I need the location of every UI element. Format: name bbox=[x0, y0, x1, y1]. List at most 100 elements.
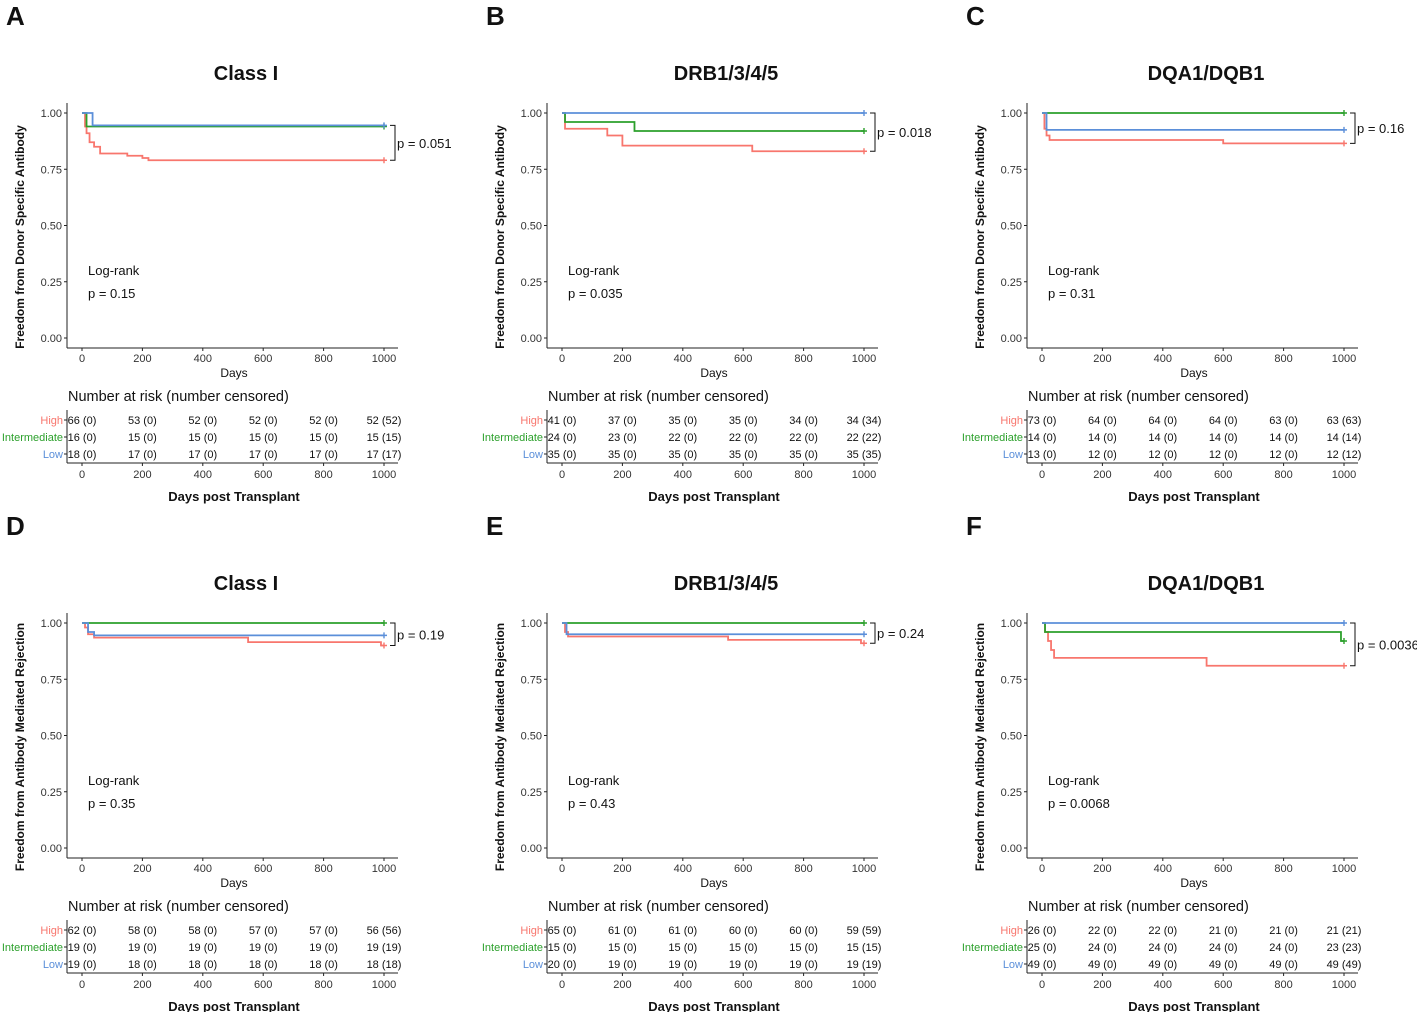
risk-cell: 64 (0) bbox=[1148, 415, 1177, 427]
x-tick-label: 800 bbox=[1274, 863, 1292, 875]
risk-cell: 56 (56) bbox=[367, 925, 402, 937]
km-curve-high bbox=[562, 112, 864, 153]
km-curve-low bbox=[562, 622, 864, 636]
risk-cell: 35 (0) bbox=[789, 449, 818, 461]
x-axis-label: Days bbox=[1180, 366, 1207, 380]
pairwise-bracket bbox=[390, 124, 396, 161]
pairwise-bracket bbox=[1350, 112, 1356, 144]
y-tick-label: 0.25 bbox=[521, 787, 542, 799]
y-axis-label: Freedom from Donor Specific Antibody bbox=[493, 125, 507, 349]
km-panel-e: E DRB1/3/4/5 Freedom from Antibody Mediate… bbox=[480, 510, 950, 1012]
km-curve-high bbox=[1042, 112, 1344, 145]
pairwise-bracket bbox=[870, 112, 876, 152]
risk-cell: 49 (0) bbox=[1269, 959, 1298, 971]
censor-mark-high bbox=[861, 148, 867, 155]
risk-cell: 25 (0) bbox=[1028, 942, 1057, 954]
x-tick-label: 0 bbox=[79, 353, 85, 365]
risk-x-tick-label: 0 bbox=[1039, 469, 1045, 481]
risk-table-xlabel: Days post Transplant bbox=[1128, 999, 1260, 1012]
risk-cell: 19 (0) bbox=[128, 942, 157, 954]
risk-cell: 22 (0) bbox=[668, 432, 697, 444]
x-tick-label: 800 bbox=[794, 353, 812, 365]
risk-x-tick-label: 800 bbox=[794, 979, 812, 991]
x-tick-label: 200 bbox=[1093, 863, 1111, 875]
y-tick-label: 0.00 bbox=[41, 333, 62, 345]
plot-title: Class I bbox=[214, 63, 278, 85]
censor-mark-intermediate bbox=[861, 128, 867, 134]
risk-cell: 19 (0) bbox=[729, 959, 758, 971]
y-tick-label: 0.50 bbox=[521, 221, 542, 233]
censor-mark-high bbox=[1341, 662, 1347, 669]
risk-cell: 12 (0) bbox=[1088, 449, 1117, 461]
y-tick-label: 0.25 bbox=[41, 277, 62, 289]
y-tick-label: 0.75 bbox=[521, 164, 542, 176]
risk-cell: 49 (0) bbox=[1209, 959, 1238, 971]
censor-mark-high bbox=[1341, 140, 1347, 147]
x-tick-label: 400 bbox=[194, 353, 212, 365]
panel-letter: C bbox=[966, 1, 985, 31]
x-tick-label: 800 bbox=[1274, 353, 1292, 365]
risk-x-tick-label: 600 bbox=[734, 469, 752, 481]
x-tick-label: 1000 bbox=[372, 353, 396, 365]
y-tick-label: 0.00 bbox=[41, 843, 62, 855]
x-tick-label: 200 bbox=[1093, 353, 1111, 365]
risk-cell: 15 (15) bbox=[847, 942, 882, 954]
censor-mark-low bbox=[861, 631, 867, 638]
risk-group-label-high: High bbox=[520, 415, 543, 427]
risk-cell: 12 (0) bbox=[1209, 449, 1238, 461]
risk-cell: 22 (22) bbox=[847, 432, 882, 444]
risk-x-tick-label: 400 bbox=[674, 979, 692, 991]
y-tick-label: 0.75 bbox=[521, 674, 542, 686]
risk-cell: 35 (0) bbox=[548, 449, 577, 461]
risk-cell: 41 (0) bbox=[548, 415, 577, 427]
risk-cell: 19 (0) bbox=[789, 959, 818, 971]
risk-x-tick-label: 400 bbox=[194, 469, 212, 481]
km-curve-high bbox=[562, 622, 864, 645]
risk-cell: 61 (0) bbox=[608, 925, 637, 937]
risk-x-tick-label: 200 bbox=[613, 979, 631, 991]
risk-cell: 15 (0) bbox=[249, 432, 278, 444]
risk-x-tick-label: 1000 bbox=[1332, 979, 1356, 991]
risk-cell: 15 (0) bbox=[608, 942, 637, 954]
x-axis-label: Days bbox=[220, 876, 247, 890]
plot-title: DRB1/3/4/5 bbox=[674, 63, 779, 85]
x-tick-label: 200 bbox=[613, 863, 631, 875]
risk-cell: 62 (0) bbox=[68, 925, 97, 937]
risk-cell: 23 (0) bbox=[608, 432, 637, 444]
censor-mark-high bbox=[381, 642, 387, 649]
km-panel-b: B DRB1/3/4/5 Freedom from Donor Specific A… bbox=[480, 0, 950, 504]
risk-cell: 19 (0) bbox=[608, 959, 637, 971]
risk-x-tick-label: 1000 bbox=[852, 979, 876, 991]
logrank-label: Log-rank bbox=[88, 263, 140, 278]
x-tick-label: 600 bbox=[254, 353, 272, 365]
y-tick-label: 0.50 bbox=[41, 221, 62, 233]
risk-cell: 35 (35) bbox=[847, 449, 882, 461]
y-tick-label: 1.00 bbox=[1001, 108, 1022, 120]
plot-title: Class I bbox=[214, 573, 278, 595]
risk-cell: 21 (0) bbox=[1269, 925, 1298, 937]
panel-letter: F bbox=[966, 511, 982, 541]
risk-cell: 34 (0) bbox=[789, 415, 818, 427]
km-panel-f: F DQA1/DQB1 Freedom from Antibody Mediated… bbox=[960, 510, 1417, 1012]
risk-group-label-low: Low bbox=[43, 959, 63, 971]
risk-cell: 35 (0) bbox=[729, 415, 758, 427]
risk-cell: 17 (0) bbox=[249, 449, 278, 461]
risk-x-tick-label: 0 bbox=[559, 979, 565, 991]
censor-mark-low bbox=[381, 632, 387, 639]
risk-cell: 15 (15) bbox=[367, 432, 402, 444]
pairwise-bracket bbox=[390, 622, 396, 646]
risk-cell: 18 (0) bbox=[309, 959, 338, 971]
logrank-label: Log-rank bbox=[1048, 263, 1100, 278]
logrank-label: Log-rank bbox=[568, 773, 620, 788]
y-axis-label: Freedom from Antibody Mediated Rejection bbox=[13, 623, 27, 871]
risk-cell: 64 (0) bbox=[1088, 415, 1117, 427]
risk-cell: 12 (0) bbox=[1269, 449, 1298, 461]
risk-cell: 61 (0) bbox=[668, 925, 697, 937]
y-axis-label: Freedom from Antibody Mediated Rejection bbox=[973, 623, 987, 871]
x-tick-label: 400 bbox=[194, 863, 212, 875]
y-tick-label: 0.75 bbox=[41, 674, 62, 686]
risk-cell: 63 (63) bbox=[1327, 415, 1362, 427]
risk-group-label-intermediate: Intermediate bbox=[2, 942, 63, 954]
logrank-p-value: p = 0.035 bbox=[568, 286, 623, 301]
logrank-p-value: p = 0.15 bbox=[88, 286, 135, 301]
